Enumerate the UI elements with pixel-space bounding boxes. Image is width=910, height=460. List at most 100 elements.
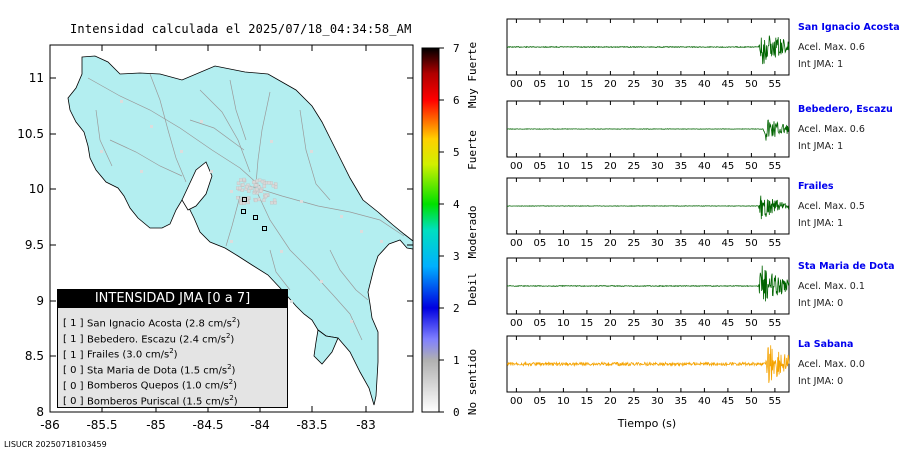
town-marker [380, 240, 383, 243]
road-network [87, 73, 405, 341]
station-name: Bebedero, Escazu [798, 104, 893, 115]
seismo-x-tick-label: 35 [675, 161, 688, 172]
seismo-trace [506, 35, 790, 65]
station-label-block: San Ignacio Acosta Acel. Max. 0.6 Int JMA:… [798, 22, 900, 70]
legend-unit-exp: 2 [228, 378, 234, 387]
legend-level: [ 1 ] [63, 333, 84, 345]
map-title: Intensidad calculada el 2025/07/18_04:34… [70, 22, 412, 36]
seismo-x-tick-label: 10 [557, 396, 570, 407]
seismo-trace [506, 195, 790, 220]
int-jma: Int JMA: 1 [798, 59, 844, 70]
colorbar-tick-label: 7 [453, 42, 460, 55]
seismo-x-tick-label: 50 [745, 396, 758, 407]
legend-value: (3.0 cm/s [122, 349, 170, 361]
legend-level: [ 0 ] [63, 380, 84, 392]
town-marker [262, 198, 266, 203]
seismo-x-tick-label: 35 [675, 396, 688, 407]
map-y-tick-label: 9 [36, 294, 44, 308]
seismo-x-tick-label: 25 [628, 238, 641, 249]
legend-value: (1.5 cm/s [182, 396, 230, 408]
map-x-tick-label: -84 [250, 418, 270, 432]
town-marker [230, 190, 233, 193]
seismo-x-tick-label: 45 [722, 238, 735, 249]
colorbar-tick-label: 3 [453, 250, 460, 263]
legend-item: [ 1 ] San Ignacio Acosta (2.8 cm/s2) [63, 313, 287, 329]
legend-unit-exp: 2 [169, 347, 174, 356]
station-marker-san-ignacio-acosta [242, 197, 247, 202]
town-marker [264, 194, 268, 198]
seismo-x-tick-label: 00 [510, 318, 523, 329]
town-marker [242, 201, 246, 205]
map-x-tick-label: -83.5 [296, 418, 327, 432]
town-marker [242, 177, 246, 182]
seismo-x-tick-label: 30 [651, 396, 664, 407]
map-x-axis: -86 -85.5 -85 -84.5 -84 -83.5 -83 [40, 45, 376, 432]
seismo-x-tick-label: 40 [698, 396, 711, 407]
town-marker [120, 100, 123, 103]
colorbar-tick-label: 2 [453, 302, 460, 315]
colorbar-category-label: Moderado [466, 206, 479, 259]
seismo-x-tick-label: 15 [581, 79, 594, 90]
seismo-x-tick-label: 40 [698, 161, 711, 172]
map-x-tick-label: -85 [146, 418, 166, 432]
seismo-x-tick-label: 30 [651, 161, 664, 172]
town-marker [259, 189, 263, 193]
colorbar-tick-label: 5 [453, 146, 460, 159]
map-y-tick-label: 10 [29, 182, 44, 196]
colorbar-labels: No sentido Debil Moderado Fuerte Muy Fuerte [466, 42, 479, 415]
seismo-x-tick-label: 25 [628, 318, 641, 329]
seismo-x-tick-label: 50 [745, 238, 758, 249]
station-label-block: Frailes Acel. Max. 0.5 Int JMA: 1 [798, 181, 865, 229]
town-marker [239, 201, 243, 205]
seismo-x-tick-label: 05 [534, 238, 547, 249]
seismo-x-tick-label: 15 [581, 238, 594, 249]
seismo-x-tick-label: 25 [628, 79, 641, 90]
town-marker [280, 250, 283, 253]
seismo-x-tick-label: 30 [651, 318, 664, 329]
seismo-x-tick-label: 50 [745, 79, 758, 90]
map-y-tick-label: 8.5 [25, 349, 44, 363]
seismo-x-tick-label: 30 [651, 238, 664, 249]
seismo-x-tick-label: 40 [698, 79, 711, 90]
town-marker [290, 300, 293, 303]
seismo-x-tick-label: 00 [510, 396, 523, 407]
seismo-x-tick-label: 40 [698, 238, 711, 249]
seismo-trace [506, 265, 790, 302]
accel-max: Acel. Max. 0.6 [798, 42, 865, 53]
costa-rica-land [67, 55, 414, 406]
town-marker [246, 200, 250, 205]
map-y-tick-label: 9.5 [25, 238, 44, 252]
town-marker [267, 181, 271, 185]
legend-level: [ 1 ] [63, 318, 84, 330]
seismo-x-tick-label: 35 [675, 318, 688, 329]
map-y-tick-label: 10.5 [17, 127, 44, 141]
town-marker [254, 183, 258, 187]
town-marker [251, 180, 256, 184]
legend-close: ) [233, 380, 238, 392]
town-marker [180, 150, 183, 153]
legend-station: Bebedero. Escazu [87, 333, 176, 345]
seismo-x-tick-label: 25 [628, 396, 641, 407]
town-marker [270, 201, 274, 205]
seismo-x-tick-label: 05 [534, 396, 547, 407]
legend-unit-exp: 2 [231, 316, 237, 324]
town-marker [239, 178, 243, 182]
seismo-x-tick-label: 50 [745, 318, 758, 329]
legend-station: San Ignacio Acosta [87, 318, 182, 330]
legend-item: [ 1 ] Frailes (3.0 cm/s2) [63, 344, 287, 360]
town-marker [257, 197, 261, 202]
town-marker [300, 200, 303, 203]
town-marker [236, 196, 240, 200]
station-marker-frailes [253, 215, 258, 220]
accel-max: Acel. Max. 0.5 [798, 201, 865, 212]
seismo-x-tick-label: 35 [675, 238, 688, 249]
seismo-x-tick-label: 05 [534, 79, 547, 90]
seismo-trace [506, 345, 790, 383]
station-marker-sta-maria-de-dota [262, 226, 267, 231]
town-marker [248, 186, 253, 190]
legend-unit-exp: 2 [225, 331, 231, 340]
colorbar-tick-label: 6 [453, 94, 460, 107]
seismo-x-tick-label: 10 [557, 79, 570, 90]
town-marker [140, 170, 143, 173]
